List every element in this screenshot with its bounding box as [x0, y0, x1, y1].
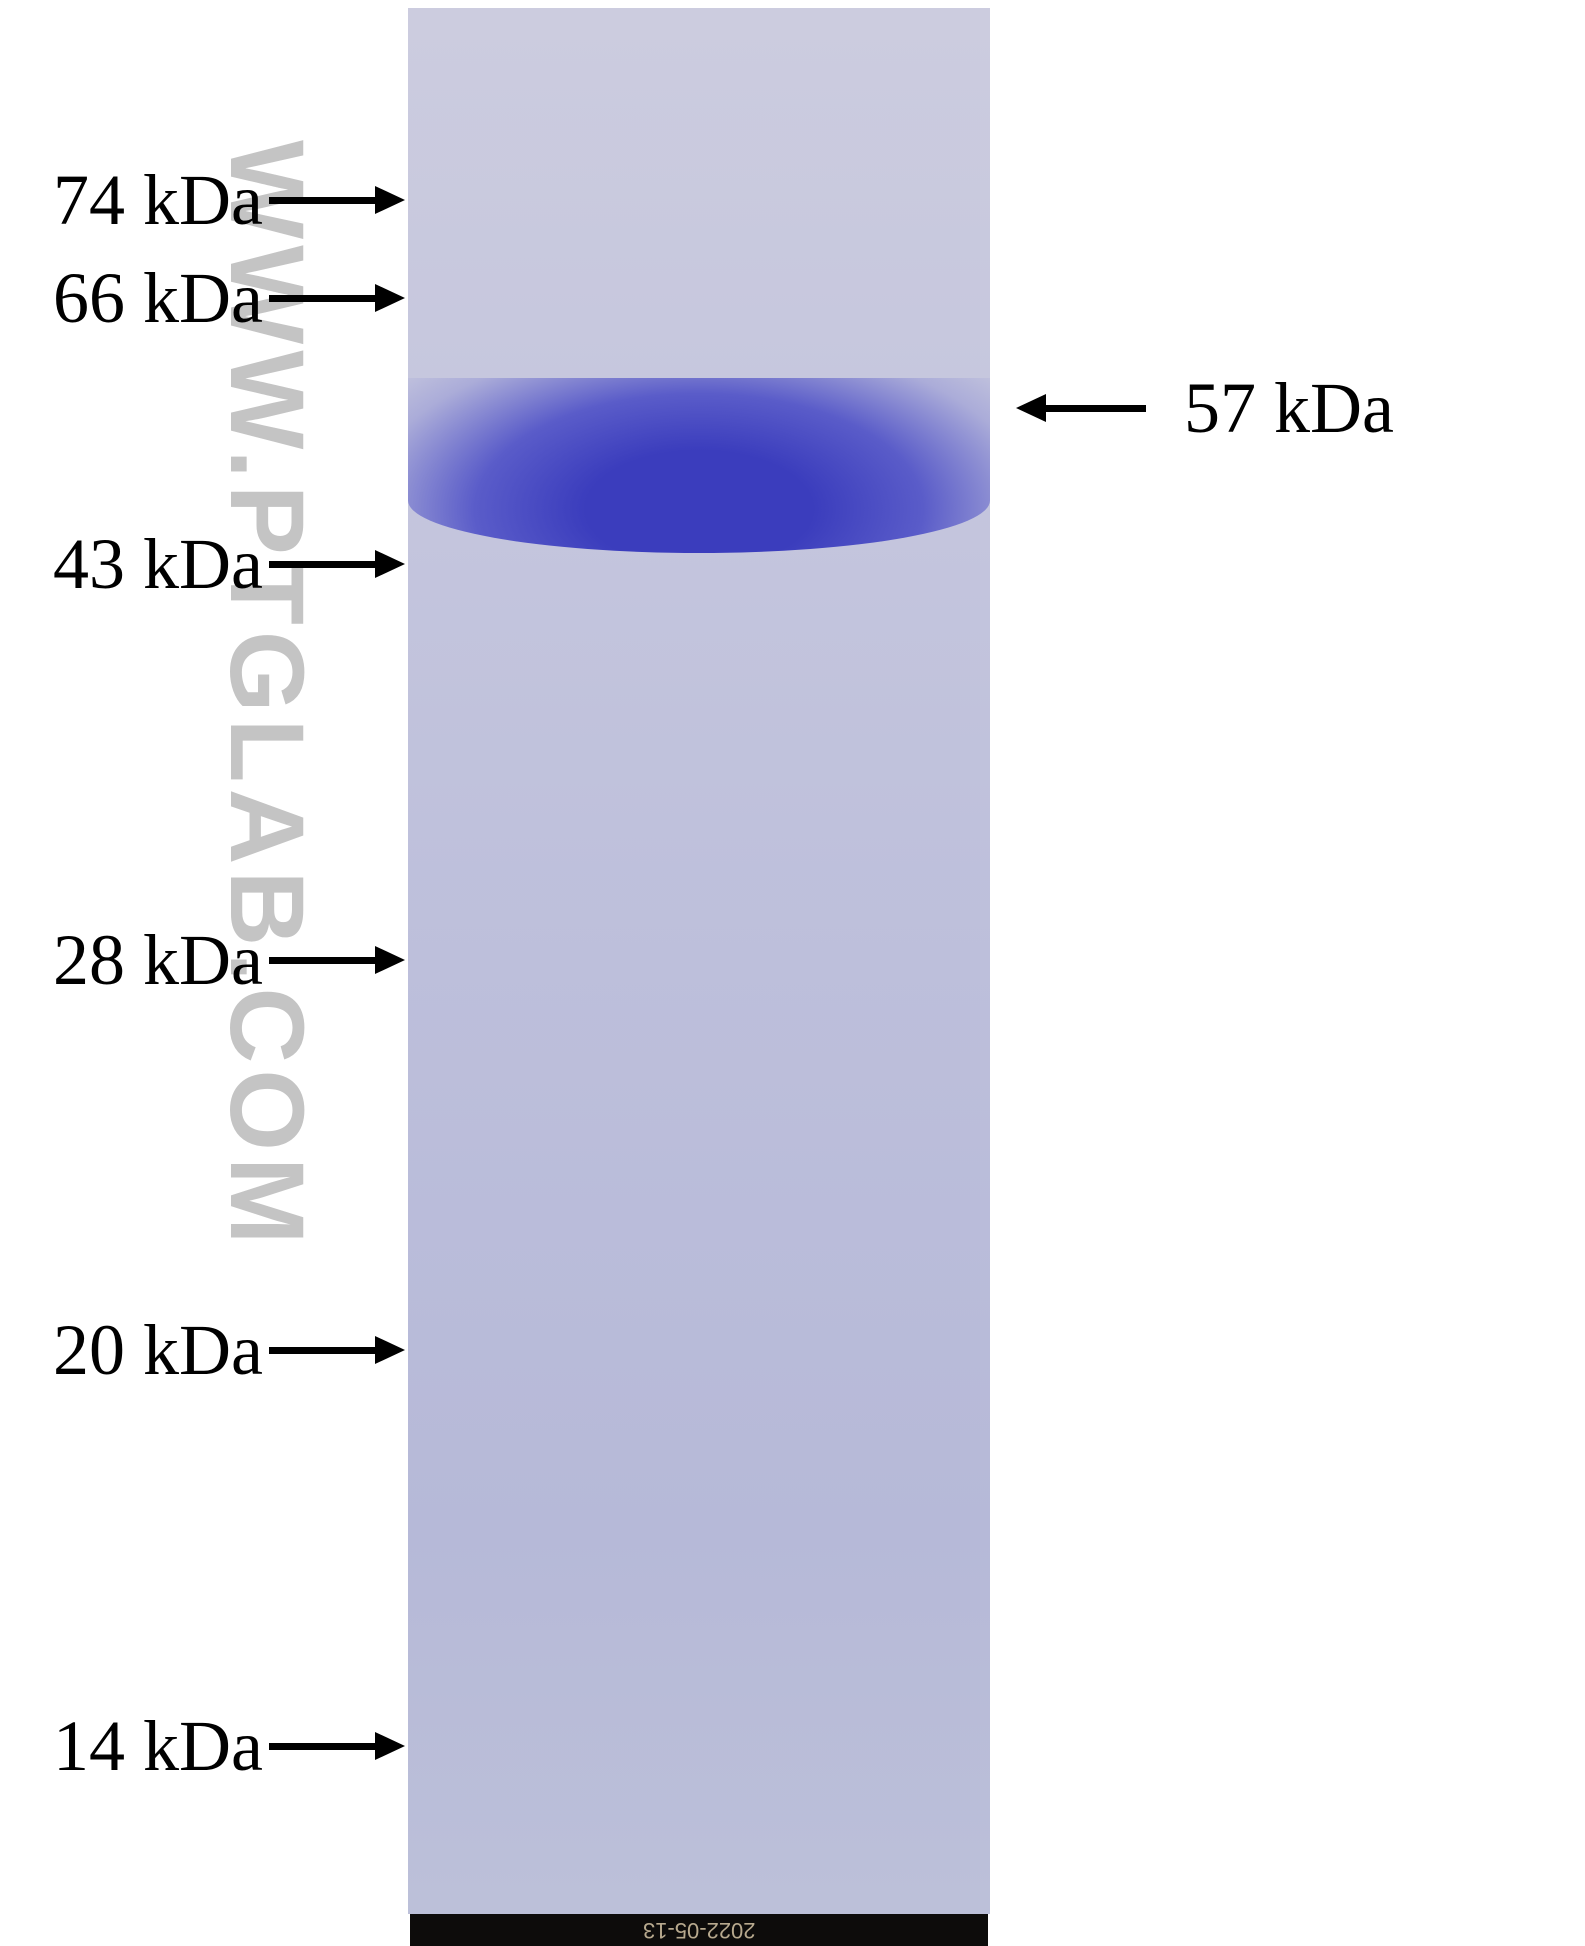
marker-label: 43 kDa [53, 523, 263, 606]
marker-label: 74 kDa [53, 159, 263, 242]
arrow-right-icon [269, 1336, 405, 1364]
arrow-right-icon [269, 186, 405, 214]
arrow-head-right-icon [375, 550, 405, 578]
marker-label-right: 57 kDa [1184, 367, 1394, 450]
arrow-right-icon [269, 550, 405, 578]
arrow-head-right-icon [375, 284, 405, 312]
marker-left-20kda: 20 kDa [0, 1314, 405, 1386]
marker-right-57kda: 57 kDa [1016, 372, 1394, 444]
arrow-head-right-icon [375, 1336, 405, 1364]
marker-label: 14 kDa [53, 1705, 263, 1788]
arrow-head-left-icon [1016, 394, 1046, 422]
arrow-right-icon [269, 1732, 405, 1760]
arrow-head-right-icon [375, 186, 405, 214]
marker-left-66kda: 66 kDa [0, 262, 405, 334]
arrow-line [269, 1347, 375, 1354]
gel-lane [408, 8, 990, 1914]
gel-figure: WWW.PTGLAB.COM 74 kDa66 kDa43 kDa28 kDa2… [0, 0, 1585, 1946]
arrow-line [269, 197, 375, 204]
marker-left-43kda: 43 kDa [0, 528, 405, 600]
footer-date-text: 2022-05-13 [643, 1917, 756, 1943]
marker-left-14kda: 14 kDa [0, 1710, 405, 1782]
marker-label: 28 kDa [53, 919, 263, 1002]
protein-band-57kda [408, 378, 990, 553]
arrow-left-icon [1016, 394, 1146, 422]
marker-left-74kda: 74 kDa [0, 164, 405, 236]
arrow-head-right-icon [375, 946, 405, 974]
arrow-line [269, 1743, 375, 1750]
arrow-line [269, 957, 375, 964]
arrow-right-icon [269, 284, 405, 312]
arrow-head-right-icon [375, 1732, 405, 1760]
arrow-right-icon [269, 946, 405, 974]
marker-label: 20 kDa [53, 1309, 263, 1392]
arrow-line [1046, 405, 1146, 412]
arrow-line [269, 295, 375, 302]
footer-date-strip: 2022-05-13 [410, 1914, 988, 1946]
arrow-line [269, 561, 375, 568]
marker-label: 66 kDa [53, 257, 263, 340]
marker-left-28kda: 28 kDa [0, 924, 405, 996]
